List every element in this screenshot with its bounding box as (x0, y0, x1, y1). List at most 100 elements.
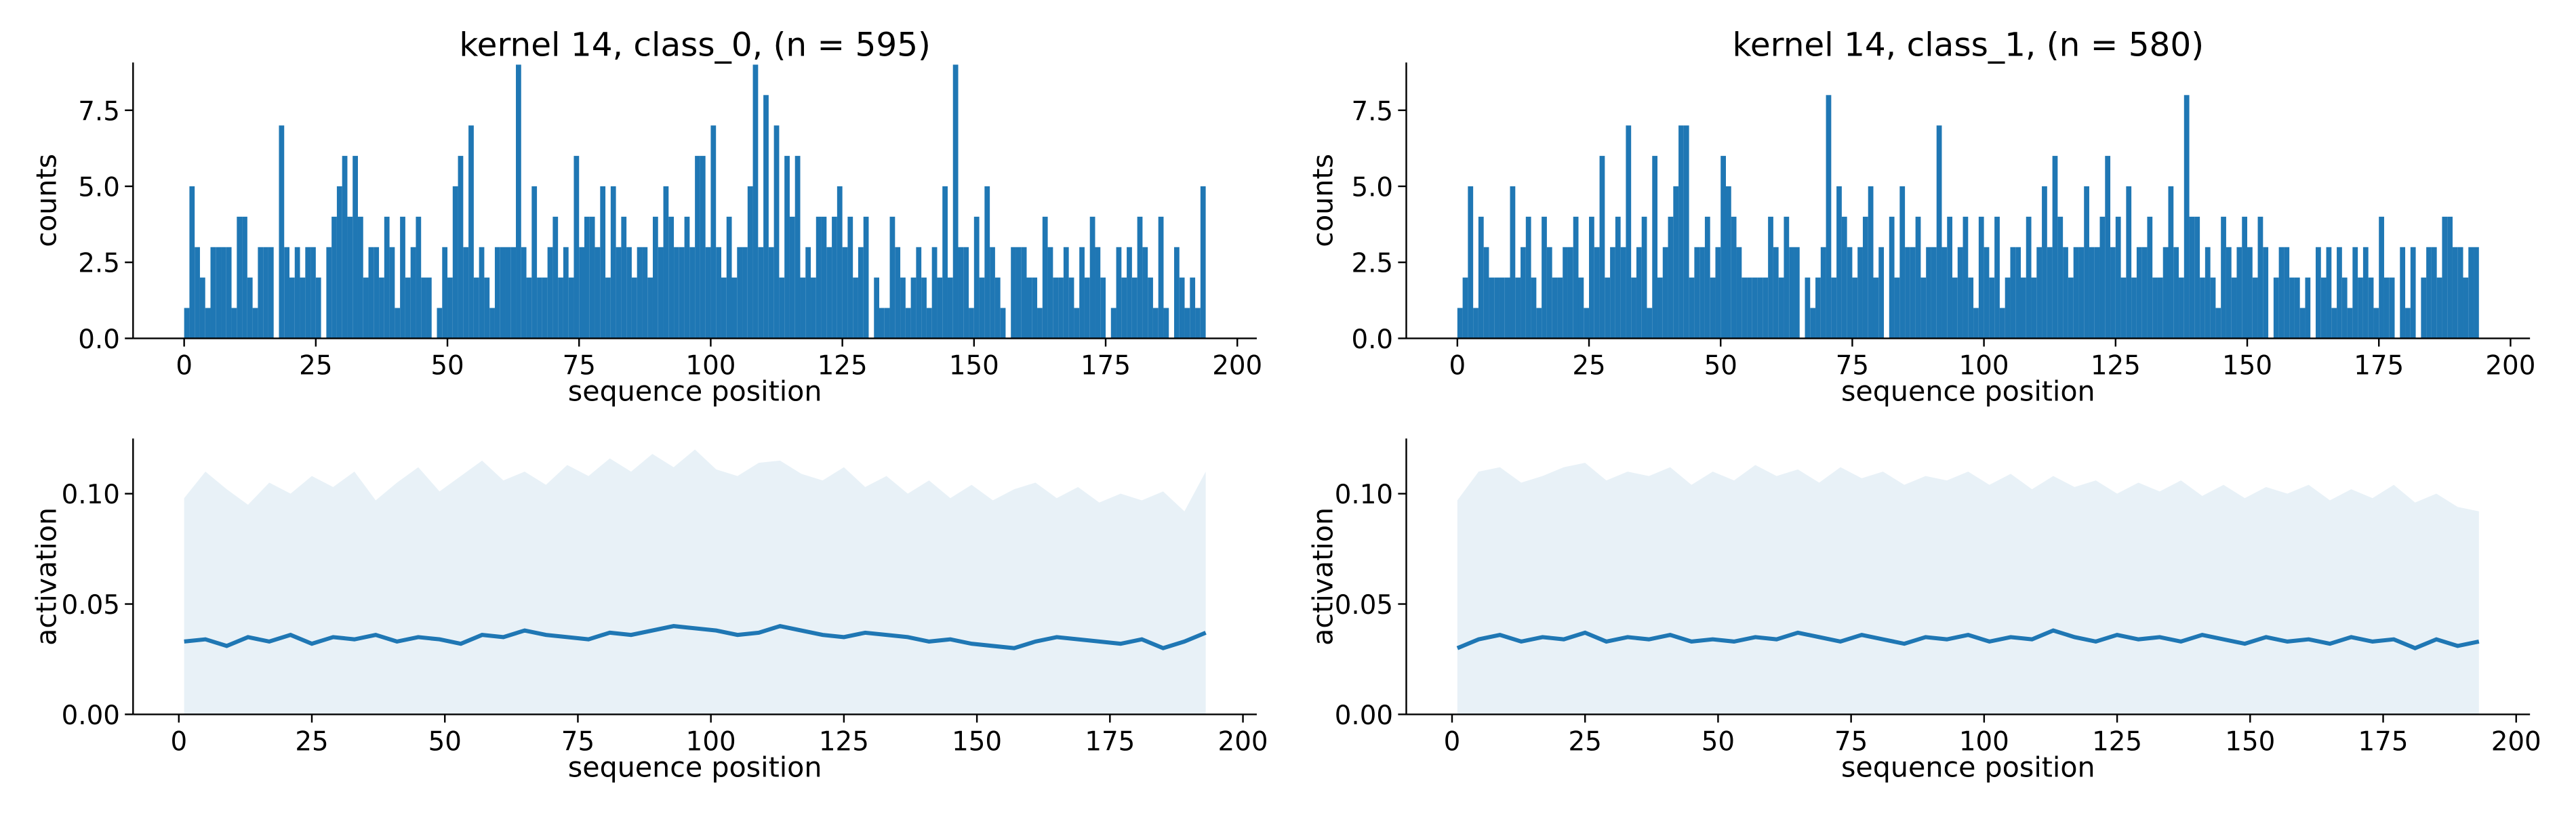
bar (1021, 247, 1027, 339)
x-tick-label: 25 (295, 727, 328, 757)
bar (616, 247, 622, 339)
bar (1489, 277, 1495, 339)
bar (395, 308, 401, 339)
bar (942, 186, 948, 339)
bar (789, 216, 795, 339)
y-axis-label: counts (1306, 154, 1339, 247)
bar (1100, 277, 1106, 339)
bar (463, 247, 469, 339)
bar (979, 277, 985, 339)
bar (221, 247, 226, 339)
bar (2347, 308, 2353, 339)
bar (199, 277, 205, 339)
bar (1757, 277, 1763, 339)
bar (1710, 277, 1716, 339)
bar (2136, 247, 2142, 339)
bar (647, 277, 653, 339)
band (1457, 463, 2479, 715)
bar (2115, 216, 2121, 339)
bar (1499, 277, 1505, 339)
x-tick-label: 25 (1572, 351, 1605, 381)
bar (389, 247, 395, 339)
bar (1920, 277, 1927, 339)
bar (1683, 125, 1689, 339)
x-tick-label: 0 (176, 351, 193, 381)
bar (2094, 247, 2100, 339)
bar (994, 277, 1001, 339)
bar (884, 308, 890, 339)
bar (1190, 277, 1196, 339)
bar (768, 247, 774, 339)
bar (1536, 308, 1542, 339)
bar (2247, 247, 2253, 339)
bar (2426, 247, 2432, 339)
bar (1736, 247, 1742, 339)
bar (300, 277, 306, 339)
bar (2400, 247, 2406, 339)
bar (1810, 308, 1816, 339)
bar (563, 247, 569, 339)
bar (1042, 216, 1048, 339)
bar (552, 216, 559, 339)
bar (1195, 308, 1201, 339)
bar (832, 216, 837, 339)
bar (674, 247, 679, 339)
bar (1999, 308, 2005, 339)
bar (237, 216, 243, 339)
bar (1641, 216, 1647, 339)
bar (1589, 216, 1594, 339)
bar (468, 125, 474, 339)
bar (1678, 125, 1684, 339)
bar (452, 186, 458, 339)
bar (2341, 277, 2348, 339)
bar (410, 247, 416, 339)
x-axis-label: sequence position (1841, 375, 2095, 408)
bar (1747, 277, 1752, 339)
bar (916, 247, 922, 339)
bar (1521, 247, 1526, 339)
x-tick-label: 75 (1834, 727, 1868, 757)
band (184, 449, 1206, 715)
bar (437, 308, 443, 339)
bar (1620, 247, 1626, 339)
bar (205, 308, 211, 339)
x-tick-label: 0 (170, 727, 187, 757)
bar (1694, 247, 1700, 339)
bar (1820, 247, 1826, 339)
bar (1731, 216, 1737, 339)
bar (695, 156, 700, 339)
bar (2221, 216, 2226, 339)
bar (1994, 216, 2000, 339)
bar (1552, 277, 1558, 339)
bar (1473, 308, 1478, 339)
bar (1037, 308, 1043, 339)
bar (368, 247, 374, 339)
bar (1952, 277, 1958, 339)
bar (494, 247, 500, 339)
bar (1815, 277, 1821, 339)
bar (1826, 95, 1832, 339)
bar (573, 156, 580, 339)
bar (858, 247, 864, 339)
bar (1715, 247, 1721, 339)
bar (1116, 247, 1122, 339)
bar (2126, 186, 2132, 339)
bar (900, 277, 906, 339)
bar (2120, 277, 2127, 339)
bar (426, 277, 432, 339)
bar (2099, 216, 2106, 339)
x-axis-label: sequence position (568, 375, 822, 408)
bar (279, 125, 285, 339)
bar (1079, 247, 1085, 339)
x-tick-label: 175 (2354, 351, 2404, 381)
x-tick-label: 100 (1959, 351, 2009, 381)
bar (747, 186, 753, 339)
bar (374, 247, 380, 339)
x-axis-label: sequence position (1841, 751, 2095, 783)
bar (1542, 216, 1547, 339)
bar (1836, 186, 1842, 339)
bar (794, 156, 801, 339)
bar (874, 277, 880, 339)
bar (1531, 277, 1537, 339)
